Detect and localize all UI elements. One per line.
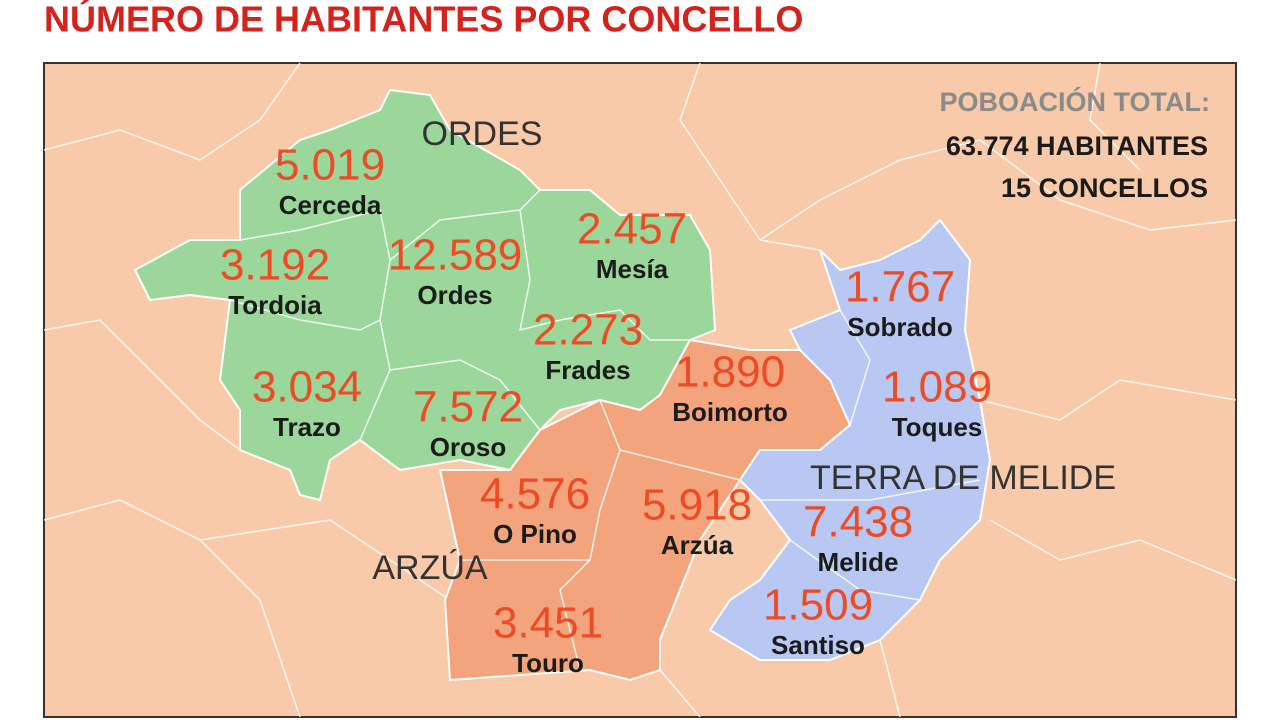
- municipality-name: Cerceda: [279, 190, 382, 220]
- internal-borders: [229, 189, 981, 671]
- region-terra-de-melide: [708, 218, 992, 661]
- municipality-name: Santiso: [771, 630, 865, 660]
- summary-population: 63.774 HABITANTES: [946, 131, 1208, 161]
- population-label: 5.918: [642, 481, 752, 530]
- population-label: 4.576: [480, 470, 590, 519]
- comarca-label: TERRA DE MELIDE: [810, 459, 1116, 497]
- population-label: 12.589: [388, 231, 523, 280]
- population-label: 3.034: [252, 363, 362, 412]
- municipality-name: Arzúa: [661, 530, 734, 560]
- municipality-name: Touro: [512, 648, 584, 678]
- summary-count: 15 CONCELLOS: [1001, 173, 1208, 203]
- municipality-name: Melide: [818, 547, 899, 577]
- background-borders: [43, 62, 1237, 718]
- municipality-name: Ordes: [417, 280, 492, 310]
- population-label: 7.572: [413, 383, 523, 432]
- population-label: 5.019: [275, 141, 385, 190]
- municipality-name: Sobrado: [847, 312, 952, 342]
- comarca-label: ARZÚA: [372, 549, 488, 587]
- municipality-name: Mesía: [596, 254, 669, 284]
- comarca-label: ORDES: [422, 115, 543, 153]
- title: NÚMERO DE HABITANTES POR CONCELLO: [44, 0, 803, 40]
- population-label: 2.457: [577, 205, 687, 254]
- municipality-name: Trazo: [273, 412, 341, 442]
- municipality-name: Toques: [892, 412, 983, 442]
- summary-label: POBOACIÓN TOTAL:: [940, 86, 1211, 117]
- municipality-name: O Pino: [493, 519, 577, 549]
- population-label: 7.438: [803, 498, 913, 547]
- population-label: 3.192: [220, 241, 330, 290]
- population-label: 3.451: [493, 599, 603, 648]
- municipality-name: Frades: [545, 355, 630, 385]
- municipality-name: Boimorto: [672, 397, 788, 427]
- labels: ORDES ARZÚA TERRA DE MELIDE POBOACIÓN TO…: [220, 86, 1210, 678]
- municipality-name: Oroso: [430, 432, 507, 462]
- population-label: 1.089: [882, 363, 992, 412]
- municipality-name: Tordoia: [228, 290, 322, 320]
- population-label: 2.273: [533, 306, 643, 355]
- population-label: 1.767: [845, 263, 955, 312]
- population-label: 1.509: [763, 581, 873, 630]
- population-label: 1.890: [675, 348, 785, 397]
